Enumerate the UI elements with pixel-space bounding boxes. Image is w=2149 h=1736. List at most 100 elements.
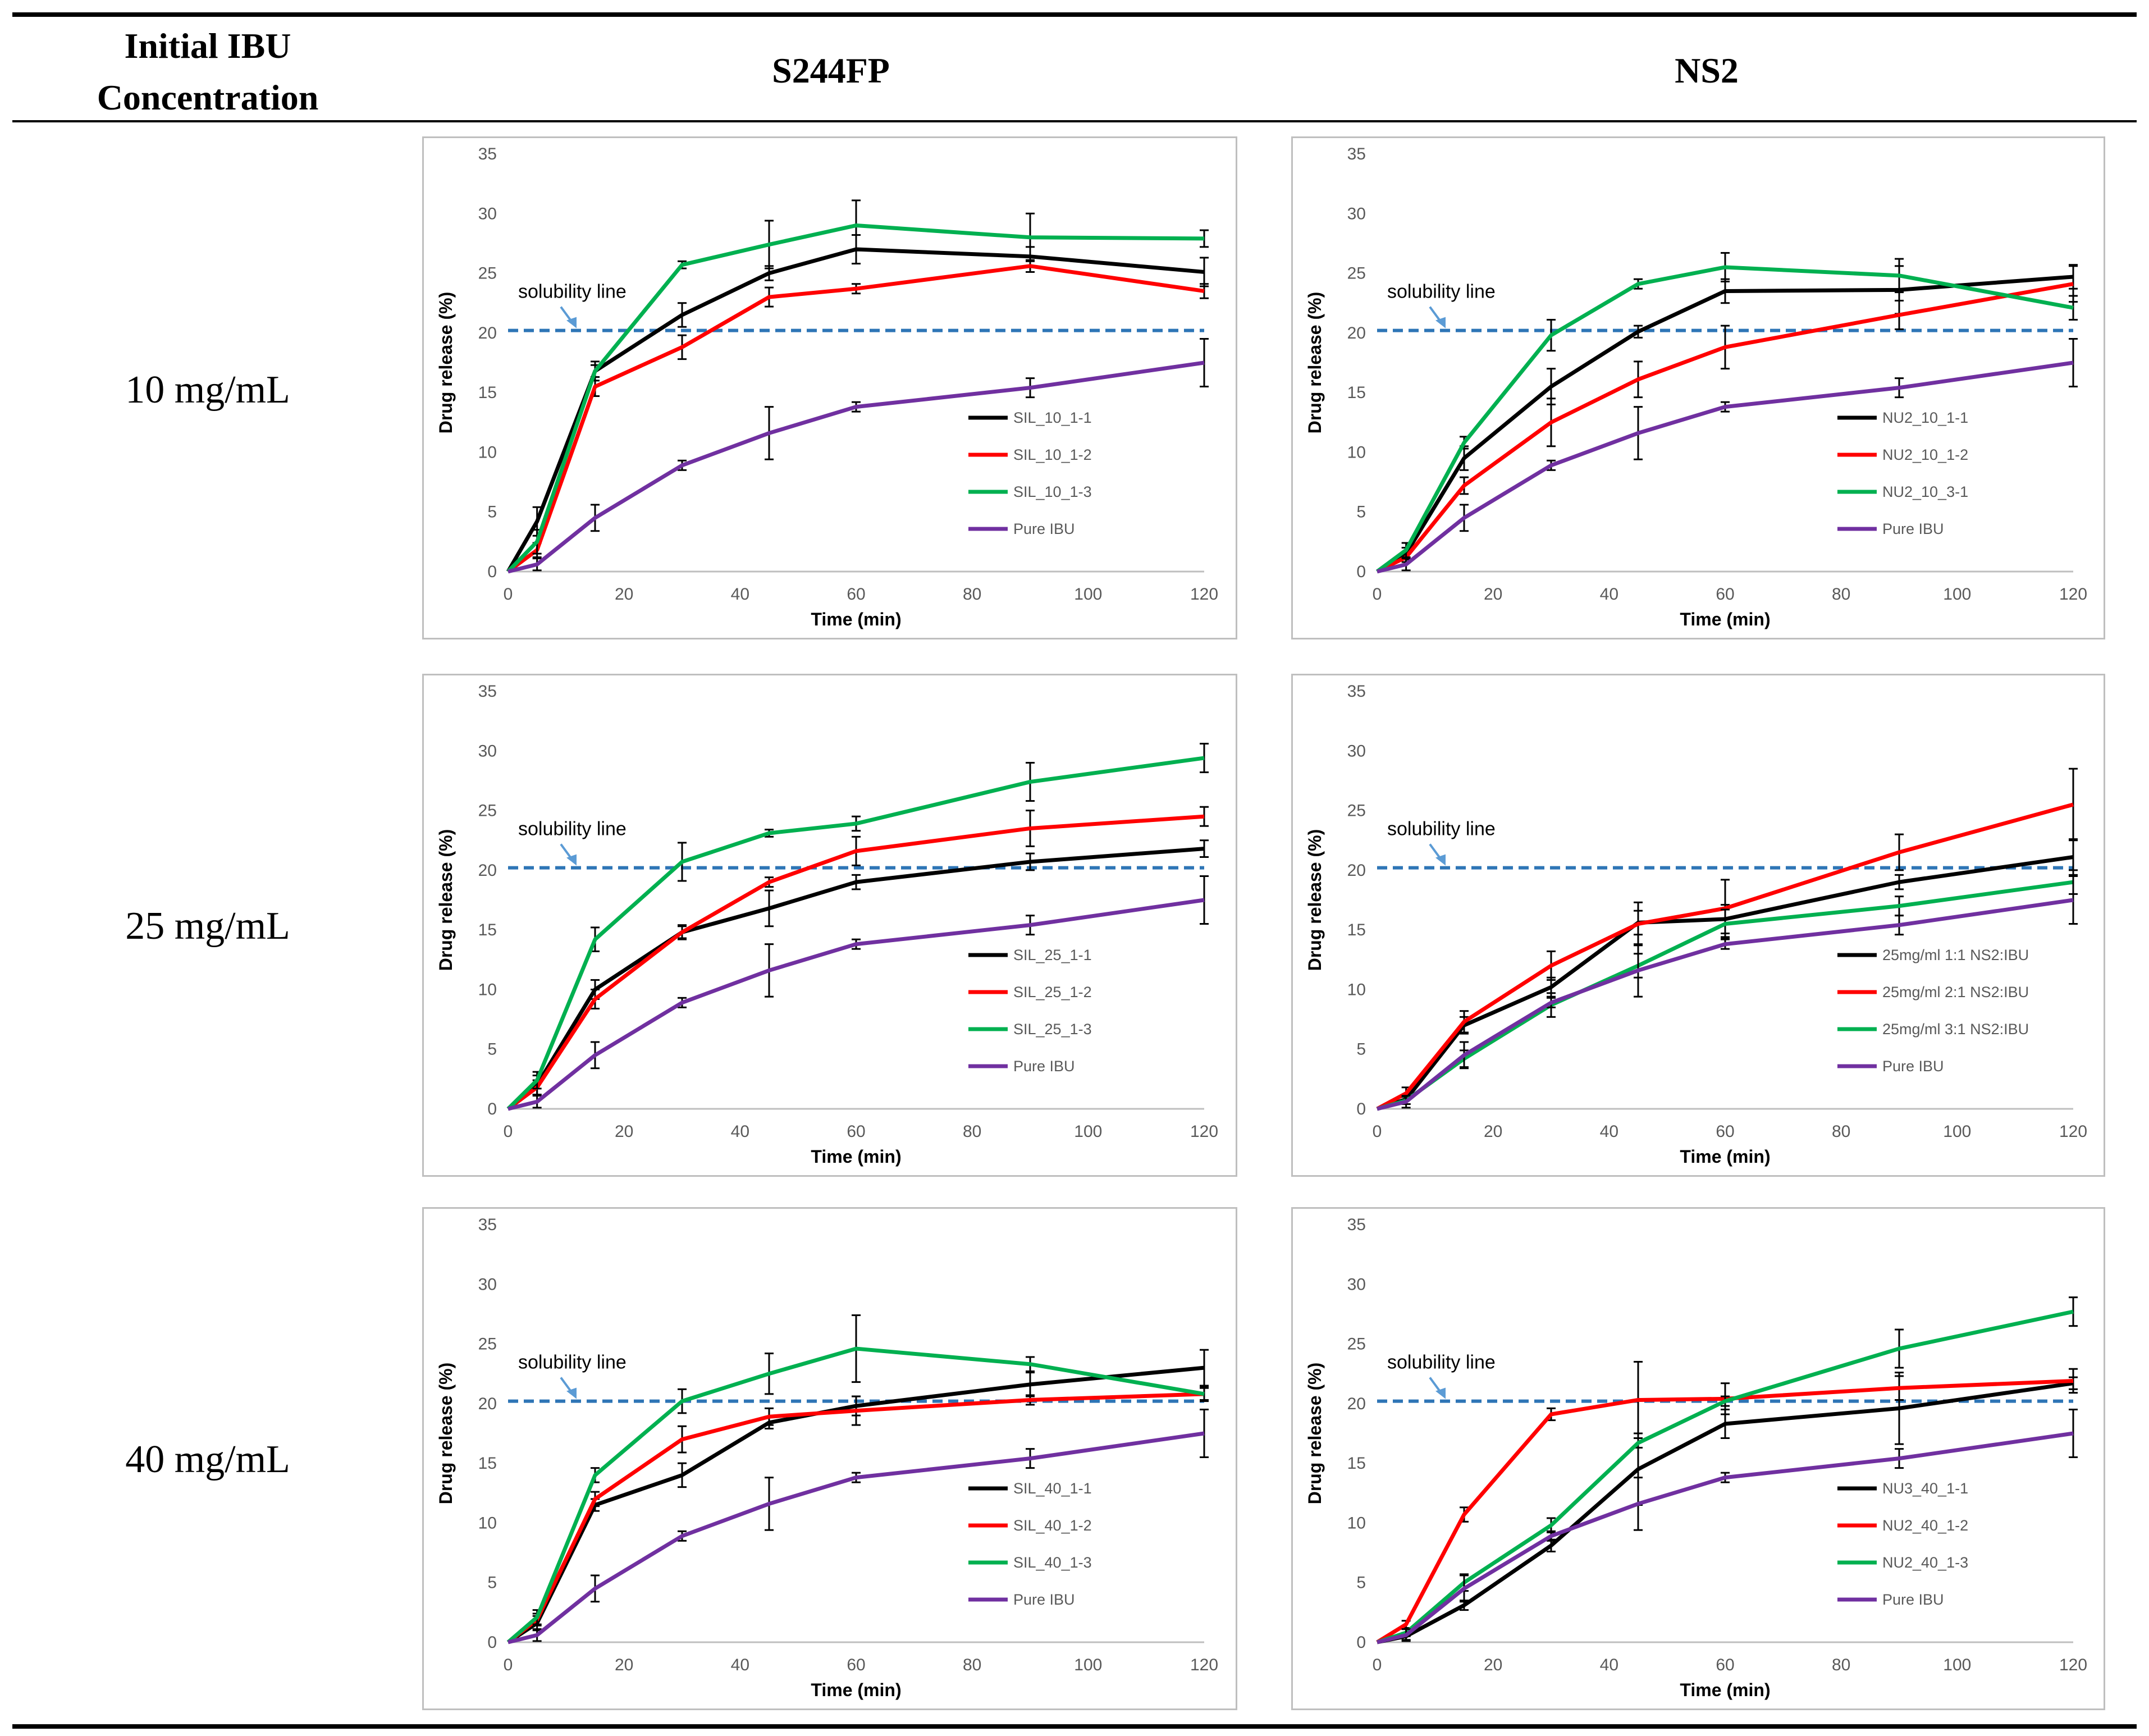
y-tick-label: 20: [478, 1395, 497, 1413]
legend-label: NU2_40_1-3: [1882, 1554, 1968, 1571]
legend-label: NU2_10_1-1: [1882, 409, 1968, 426]
x-axis-title: Time (min): [811, 1146, 901, 1167]
x-tick-label: 20: [615, 1656, 633, 1674]
solubility-annotation: solubility line: [518, 819, 627, 840]
legend-label: SIL_10_1-3: [1013, 483, 1092, 500]
series-purple: [507, 1408, 1209, 1644]
series-line: [506, 223, 1205, 573]
y-axis-title: Drug release (%): [1305, 1363, 1325, 1505]
series-line: [1377, 1381, 2074, 1644]
legend-label: Pure IBU: [1882, 520, 1944, 537]
x-tick-label: 20: [1484, 585, 1502, 604]
chart-ns2-40: 0 5 10 15 20 25 30 35 0 20 40 60 80 100 120 Time (min) D…: [1291, 1207, 2105, 1710]
x-tick-label: 120: [2059, 585, 2087, 604]
y-tick-label: 5: [1356, 1574, 1366, 1592]
series-line: [1376, 802, 2074, 1111]
series-green: [506, 743, 1209, 1111]
solubility-annotation: solubility line: [1387, 819, 1496, 840]
series-green: [506, 199, 1209, 573]
legend-label: SIL_25_1-1: [1013, 947, 1092, 963]
chart-svg: 0 5 10 15 20 25 30 35 0 20 40 60 80 100 120 Time (min) D…: [436, 682, 1218, 1167]
chart-ns2-25: 0 5 10 15 20 25 30 35 0 20 40 60 80 100 120 Time (min) D…: [1291, 674, 2105, 1177]
solubility-annotation: solubility line: [1387, 281, 1496, 303]
chart-s244fp-25: 0 5 10 15 20 25 30 35 0 20 40 60 80 100 120 Time (min) D…: [422, 674, 1237, 1177]
y-tick-label: 5: [487, 1574, 497, 1592]
series-line: [1376, 282, 2074, 574]
x-tick-label: 80: [963, 1122, 981, 1141]
series-line: [1375, 265, 2074, 573]
chart-s244fp-10: 0 5 10 15 20 25 30 35 0 20 40 60 80 100 120 Time (min) D…: [422, 136, 1237, 639]
legend-label: 25mg/ml 3:1 NS2:IBU: [1882, 1021, 2029, 1038]
series-line: [507, 360, 1205, 574]
x-tick-label: 100: [1074, 585, 1102, 604]
y-tick-label: 25: [1347, 264, 1366, 283]
x-tick-label: 40: [1600, 1656, 1618, 1674]
legend-label: Pure IBU: [1882, 1058, 1944, 1075]
y-tick-label: 30: [478, 204, 497, 223]
x-tick-label: 100: [1943, 1122, 1971, 1141]
y-tick-label: 35: [478, 145, 497, 163]
row-label-40: 40 mg/mL: [125, 1438, 290, 1481]
series-line: [506, 814, 1205, 1111]
series-black: [1377, 1372, 2078, 1644]
chart-svg: 0 5 10 15 20 25 30 35 0 20 40 60 80 100 120 Time (min) D…: [436, 1216, 1218, 1700]
y-axis-title: Drug release (%): [436, 292, 456, 434]
y-tick-label: 20: [1347, 324, 1366, 342]
series-purple: [507, 337, 1209, 574]
legend-label: Pure IBU: [1013, 520, 1075, 537]
x-tick-label: 0: [1373, 1122, 1382, 1141]
series-line: [507, 1431, 1205, 1644]
y-tick-label: 10: [1347, 443, 1366, 462]
x-tick-label: 20: [615, 585, 633, 604]
y-tick-label: 10: [478, 443, 497, 462]
series-black: [507, 1349, 1209, 1644]
legend-label: SIL_10_1-2: [1013, 446, 1092, 463]
x-tick-label: 0: [504, 1656, 513, 1674]
x-axis-title: Time (min): [811, 609, 901, 629]
x-tick-label: 100: [1074, 1122, 1102, 1141]
series-line: [507, 898, 1205, 1111]
legend-label: NU3_40_1-1: [1882, 1480, 1968, 1497]
annotation-arrow-head: [566, 317, 577, 328]
legend-label: Pure IBU: [1013, 1591, 1075, 1608]
y-tick-label: 35: [478, 1216, 497, 1234]
table-top-rule: [12, 12, 2137, 17]
row-label-10: 10 mg/mL: [125, 368, 290, 412]
y-tick-label: 15: [478, 383, 497, 402]
y-tick-label: 20: [478, 861, 497, 880]
y-tick-label: 20: [1347, 861, 1366, 880]
x-tick-label: 100: [1943, 585, 1971, 604]
series-line: [506, 847, 1205, 1111]
series-red: [506, 259, 1209, 573]
annotation-arrow-head: [1435, 854, 1446, 866]
y-tick-label: 20: [1347, 1395, 1366, 1413]
chart-svg: 0 5 10 15 20 25 30 35 0 20 40 60 80 100 120 Time (min) D…: [1305, 145, 2087, 629]
chart-svg: 0 5 10 15 20 25 30 35 0 20 40 60 80 100 120 Time (min) D…: [1305, 1216, 2087, 1700]
y-tick-label: 25: [478, 802, 497, 820]
x-tick-label: 60: [847, 1122, 865, 1141]
x-tick-label: 60: [1716, 1656, 1734, 1674]
y-tick-label: 30: [1347, 742, 1366, 760]
y-tick-label: 5: [1356, 503, 1366, 522]
y-tick-label: 5: [487, 503, 497, 522]
x-tick-label: 80: [1832, 1656, 1850, 1674]
series-line: [1376, 275, 2074, 573]
legend-label: Pure IBU: [1013, 1058, 1075, 1075]
y-axis-title: Drug release (%): [1305, 829, 1325, 971]
series-red: [506, 1386, 1209, 1644]
y-tick-label: 25: [478, 264, 497, 283]
series-line: [506, 264, 1205, 573]
x-tick-label: 100: [1943, 1656, 1971, 1674]
header-concentration-line2: Concentration: [97, 77, 319, 117]
y-tick-label: 15: [1347, 921, 1366, 939]
legend-label: NU2_10_3-1: [1882, 483, 1968, 500]
x-tick-label: 20: [1484, 1122, 1502, 1141]
x-axis-title: Time (min): [1680, 609, 1770, 629]
header-concentration-line1: Initial IBU: [124, 26, 291, 66]
y-tick-label: 5: [1356, 1040, 1366, 1059]
x-tick-label: 60: [1716, 585, 1734, 604]
x-tick-label: 120: [1190, 1656, 1218, 1674]
series-line: [506, 247, 1205, 573]
y-tick-label: 30: [478, 1275, 497, 1294]
x-tick-label: 40: [731, 1122, 749, 1141]
